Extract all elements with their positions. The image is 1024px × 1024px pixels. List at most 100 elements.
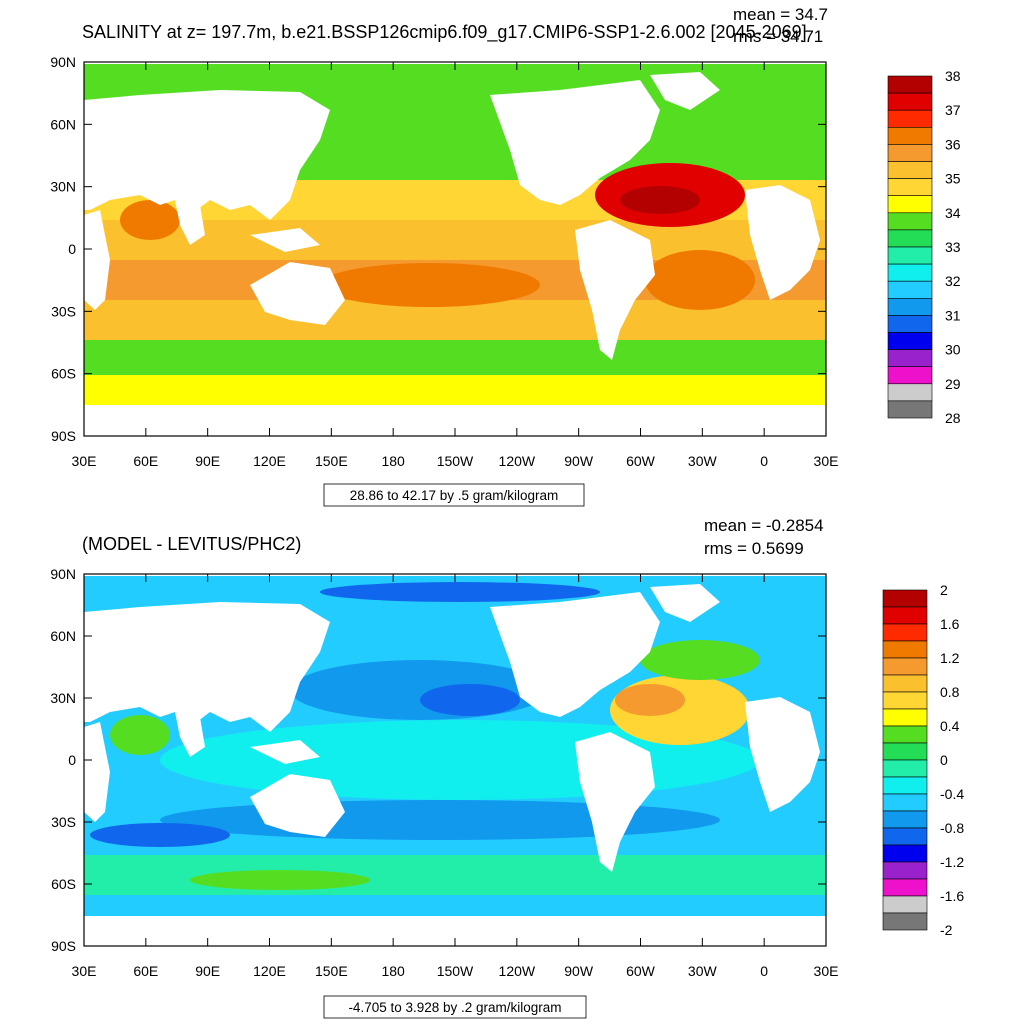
panel-top-rms: rms = 34.71 bbox=[733, 27, 823, 46]
lat-tick-label: 90S bbox=[51, 428, 76, 444]
diff-atlantic-green bbox=[640, 640, 760, 680]
colorbar-label: 37 bbox=[945, 102, 961, 118]
colorbar-label: 38 bbox=[945, 68, 961, 84]
colorbar-label: -0.4 bbox=[940, 786, 964, 802]
land-india bbox=[175, 712, 205, 757]
land-south-america bbox=[575, 220, 655, 360]
lon-tick-label: 180 bbox=[381, 963, 405, 979]
colorbar-swatch bbox=[882, 861, 928, 880]
lat-tick-label: 30S bbox=[51, 814, 76, 830]
colorbar-swatch bbox=[882, 810, 928, 829]
diff-arabian-pos bbox=[110, 715, 170, 755]
lon-tick-label: 60E bbox=[133, 453, 158, 469]
colorbar-swatch bbox=[887, 297, 933, 316]
colorbar-label: 31 bbox=[945, 307, 961, 323]
panel-bottom-range-box bbox=[323, 995, 587, 1019]
panel-top-range-label: 28.86 to 42.17 by .5 gram/kilogram bbox=[350, 488, 559, 503]
colorbar-swatch bbox=[882, 640, 928, 659]
lon-tick-label: 60W bbox=[626, 963, 656, 979]
panel-top: SALINITY at z= 197.7m, b.e21.BSSP126cmip… bbox=[50, 5, 961, 507]
lon-tick-label: 30E bbox=[72, 453, 97, 469]
land-eurasia bbox=[84, 602, 330, 732]
lon-tick-label: 150E bbox=[315, 453, 348, 469]
arabian-sea-max bbox=[120, 200, 180, 240]
land-australia bbox=[250, 262, 345, 325]
colorbar-label: 28 bbox=[945, 410, 961, 426]
colorbar-swatch bbox=[887, 127, 933, 145]
colorbar-swatch bbox=[882, 759, 928, 778]
lat-tick-label: 0 bbox=[68, 241, 76, 257]
colorbar-label: 32 bbox=[945, 273, 961, 289]
colorbar-label: -1.6 bbox=[940, 888, 964, 904]
lat-tick-label: 90S bbox=[51, 938, 76, 954]
panel-bottom-range-label: -4.705 to 3.928 by .2 gram/kilogram bbox=[348, 1000, 561, 1015]
colorbar-label: 1.2 bbox=[940, 650, 960, 666]
lon-tick-label: 120E bbox=[253, 963, 286, 979]
land-africa-east bbox=[84, 210, 110, 310]
colorbar-swatch bbox=[887, 246, 933, 265]
diff-north-pacific-neg bbox=[290, 660, 550, 720]
panel-top-mean: mean = 34.7 bbox=[733, 5, 828, 24]
lat-tick-label: 30N bbox=[50, 690, 76, 706]
panel-top-range-box bbox=[323, 483, 585, 507]
colorbar-swatch bbox=[887, 332, 933, 350]
colorbar-label: 30 bbox=[945, 342, 961, 358]
land-north-america bbox=[490, 80, 660, 205]
lon-tick-label: 30E bbox=[814, 963, 839, 979]
colorbar-swatch bbox=[887, 178, 933, 197]
colorbar-label: 34 bbox=[945, 205, 961, 221]
colorbar-label: 1.6 bbox=[940, 616, 960, 632]
colorbar-swatch bbox=[887, 400, 933, 419]
colorbar-label: -2 bbox=[940, 922, 953, 938]
map-top bbox=[84, 62, 826, 436]
colorbar-top: 38 37 36 35 34 33 32 31 30 29 28 bbox=[887, 68, 961, 426]
lon-tick-label: 150W bbox=[437, 963, 474, 979]
colorbar-swatch bbox=[882, 589, 928, 608]
map-top-axes: 90N 60N 30N 0 30S 60S 90S 30E 60E 90E 120E 150E 180 1… bbox=[50, 54, 838, 469]
lat-tick-label: 90N bbox=[50, 54, 76, 70]
north-atlantic-core bbox=[620, 186, 700, 214]
colorbar-label: 36 bbox=[945, 136, 961, 152]
lon-tick-label: 30E bbox=[72, 963, 97, 979]
colorbar-label: 0 bbox=[940, 752, 948, 768]
colorbar-bottom: 2 1.6 1.2 0.8 0.4 0 -0.4 -0.8 -1.2 -1.6 -2 bbox=[882, 582, 964, 938]
colorbar-swatch bbox=[882, 657, 928, 676]
land-india bbox=[175, 200, 205, 245]
colorbar-swatch bbox=[887, 349, 933, 368]
land-australia bbox=[250, 774, 345, 837]
lon-tick-label: 150E bbox=[315, 963, 348, 979]
lon-tick-label: 60E bbox=[133, 963, 158, 979]
colorbar-swatch bbox=[887, 92, 933, 111]
colorbar-swatch bbox=[887, 263, 933, 282]
lat-tick-label: 90N bbox=[50, 566, 76, 582]
lon-tick-label: 180 bbox=[381, 453, 405, 469]
colorbar-label: -1.2 bbox=[940, 854, 964, 870]
colorbar-swatch bbox=[887, 144, 933, 162]
lat-tick-label: 0 bbox=[68, 752, 76, 768]
panel-top-title: SALINITY at z= 197.7m, b.e21.BSSP126cmip… bbox=[82, 22, 807, 43]
lon-tick-label: 90W bbox=[564, 963, 594, 979]
land-maritime-asia bbox=[250, 740, 320, 764]
colorbar-swatch bbox=[887, 109, 933, 128]
colorbar-swatch bbox=[887, 383, 933, 402]
lon-tick-label: 30W bbox=[688, 453, 718, 469]
lat-tick-label: 60N bbox=[50, 628, 76, 644]
colorbar-swatch bbox=[882, 623, 928, 642]
colorbar-swatch bbox=[882, 827, 928, 846]
colorbar-swatch bbox=[882, 912, 928, 931]
panel-bottom-rms: rms = 0.5699 bbox=[704, 539, 804, 558]
colorbar-label: 33 bbox=[945, 239, 961, 255]
map-bottom-axes: 90N 60N 30N 0 30S 60S 90S 30E 60E 90E 120E 150E 180 1… bbox=[50, 566, 838, 979]
colorbar-swatch bbox=[887, 75, 933, 94]
colorbar-swatch bbox=[887, 212, 933, 231]
colorbar-swatch bbox=[887, 195, 933, 214]
land-africa-east bbox=[84, 722, 110, 822]
colorbar-swatch bbox=[882, 844, 928, 863]
land-north-america bbox=[490, 592, 660, 717]
lat-tick-label: 60S bbox=[51, 366, 76, 382]
colorbar-swatch bbox=[882, 776, 928, 795]
map-bottom bbox=[84, 574, 826, 946]
diff-north-pacific-core bbox=[420, 684, 520, 716]
lon-tick-label: 60W bbox=[626, 453, 656, 469]
